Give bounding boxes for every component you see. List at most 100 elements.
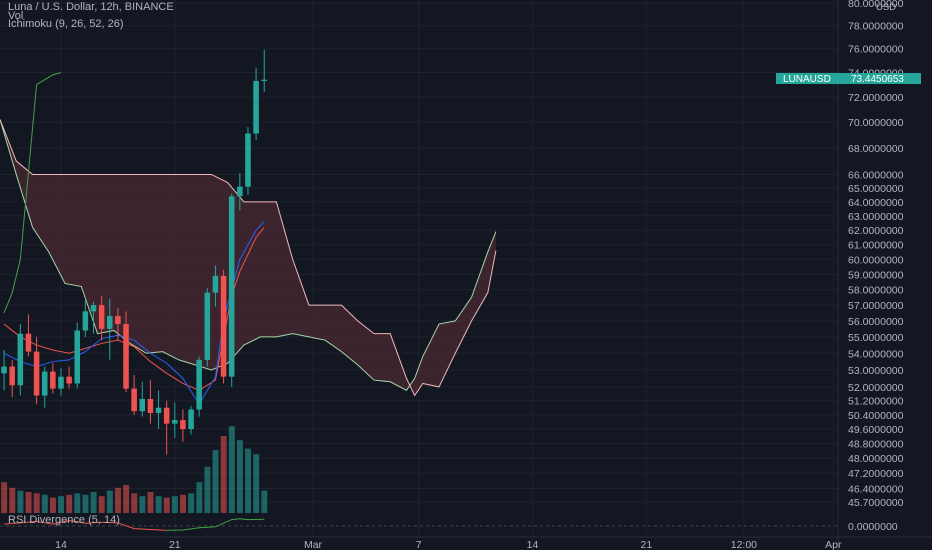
- candle-body[interactable]: [139, 398, 146, 412]
- price-axis[interactable]: 80.000000078.000000076.000000074.0000000…: [848, 0, 904, 533]
- price-tick-label: 61.0000000: [848, 240, 904, 252]
- candle-body[interactable]: [172, 420, 178, 424]
- candle-body[interactable]: [180, 420, 186, 430]
- price-tick-label: 68.0000000: [848, 143, 904, 155]
- volume-bar: [115, 487, 121, 513]
- price-tick-label: 65.0000000: [848, 183, 904, 195]
- price-tick-label: 56.0000000: [848, 316, 904, 328]
- price-tag-background: [776, 73, 921, 84]
- candle-body[interactable]: [90, 305, 97, 312]
- price-tick-label: 48.0000000: [848, 453, 904, 465]
- volume-bar: [131, 493, 138, 513]
- candle-body[interactable]: [50, 371, 56, 389]
- volume-bar: [33, 493, 40, 513]
- candle-body[interactable]: [33, 351, 40, 396]
- price-tick-label: 70.0000000: [848, 117, 904, 129]
- price-tick-label: 51.2000000: [848, 396, 904, 408]
- candle-body[interactable]: [41, 371, 48, 396]
- candle-body[interactable]: [155, 407, 162, 413]
- volume-bar: [17, 490, 24, 513]
- price-tick-label: 63.0000000: [848, 211, 904, 223]
- volume-legend: Vol: [8, 10, 24, 22]
- candle-body[interactable]: [220, 275, 227, 377]
- candle-body[interactable]: [237, 186, 243, 197]
- price-tick-label: 60.0000000: [848, 254, 904, 266]
- volume-bar: [1, 482, 8, 513]
- time-tick-label: Apr: [825, 539, 842, 550]
- price-tick-label: 57.0000000: [848, 300, 904, 312]
- candle-body[interactable]: [163, 407, 170, 424]
- volume-bar: [98, 496, 105, 513]
- price-tag-symbol: LUNAUSD: [783, 74, 831, 85]
- volume-bar: [236, 440, 243, 513]
- volume-bar: [66, 494, 73, 513]
- candle-body[interactable]: [253, 80, 259, 134]
- volume-bar: [188, 493, 195, 513]
- volume-bar: [9, 487, 16, 513]
- candle-body[interactable]: [131, 388, 137, 412]
- price-tick-label: 54.0000000: [848, 348, 904, 360]
- volume-bar: [139, 496, 146, 513]
- price-tick-label: 53.0000000: [848, 365, 904, 377]
- volume-bar: [228, 426, 235, 513]
- price-tag-value: 73.4450653: [851, 74, 904, 85]
- time-tick-label: 21: [640, 539, 652, 550]
- lagging-span: [3, 71, 62, 314]
- candle-body[interactable]: [106, 316, 113, 329]
- candle-body[interactable]: [245, 133, 251, 187]
- time-axis[interactable]: 14 21 Mar 7 14 21 12:00 Apr: [55, 539, 842, 550]
- price-tick-label: 64.0000000: [848, 197, 904, 209]
- candle-body[interactable]: [25, 333, 32, 352]
- rsi-tick-label: 0.0000000: [848, 521, 898, 533]
- price-tick-label: 49.6000000: [848, 424, 904, 436]
- price-tick-label: 45.7000000: [848, 497, 904, 509]
- volume-bar: [25, 492, 32, 513]
- candle-body[interactable]: [98, 305, 105, 329]
- time-tick-label: Mar: [304, 539, 323, 550]
- rsi-pane: [0, 518, 838, 531]
- candle-body[interactable]: [188, 409, 194, 430]
- candle-body[interactable]: [58, 376, 64, 389]
- price-tick-label: 55.0000000: [848, 332, 904, 344]
- candle-body[interactable]: [123, 324, 129, 389]
- candle-body[interactable]: [9, 366, 15, 386]
- volume-bar: [49, 497, 56, 513]
- candle-body[interactable]: [1, 366, 7, 374]
- price-tick-label: 52.0000000: [848, 382, 904, 394]
- volume-bar: [180, 494, 186, 513]
- volume-bar: [204, 466, 211, 513]
- volume-bar: [90, 492, 97, 513]
- time-tick-label: 12:00: [731, 539, 757, 550]
- volume-bar: [74, 493, 81, 513]
- time-tick-label: 21: [169, 539, 181, 550]
- volume-bar: [196, 482, 203, 513]
- volume-bar: [155, 496, 162, 513]
- time-tick-label: 14: [527, 539, 539, 550]
- candle-body[interactable]: [228, 196, 235, 377]
- time-tick-label: 7: [416, 539, 422, 550]
- candlesticks[interactable]: [1, 49, 267, 455]
- currency-label: USD: [876, 2, 896, 13]
- price-tick-label: 47.2000000: [848, 468, 904, 480]
- time-tick-label: 14: [55, 539, 67, 550]
- candle-body[interactable]: [261, 79, 267, 81]
- candle-body[interactable]: [147, 398, 154, 413]
- candle-body[interactable]: [17, 333, 24, 386]
- price-tick-label: 58.0000000: [848, 285, 904, 297]
- volume-bar: [253, 454, 260, 513]
- price-tick-label: 59.0000000: [848, 269, 904, 281]
- candle-body[interactable]: [196, 359, 202, 410]
- candle-body[interactable]: [66, 376, 72, 384]
- senkou-span-b: [0, 119, 497, 397]
- price-tick-label: 72.0000000: [848, 92, 904, 104]
- price-tick-label: 76.0000000: [848, 44, 904, 56]
- volume-bar: [261, 490, 268, 513]
- candle-body[interactable]: [74, 330, 80, 384]
- volume-bar: [220, 436, 227, 513]
- candle-body[interactable]: [115, 316, 121, 325]
- rsi-legend: RSI Divergence (5, 14): [8, 514, 120, 526]
- candle-body[interactable]: [82, 311, 89, 331]
- candle-body[interactable]: [204, 292, 211, 360]
- candle-body[interactable]: [212, 275, 219, 293]
